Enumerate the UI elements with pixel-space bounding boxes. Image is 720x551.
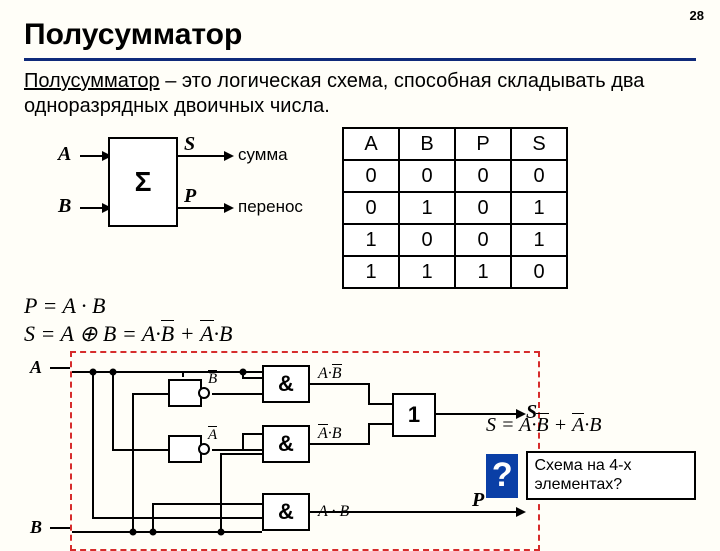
wire xyxy=(92,371,94,519)
formula-p: P = A · B xyxy=(24,293,696,319)
title: Полусумматор xyxy=(24,18,696,52)
carry-annotation: перенос xyxy=(238,197,303,217)
node-dot xyxy=(110,369,117,376)
wire xyxy=(50,367,70,369)
wire xyxy=(152,503,262,505)
th: B xyxy=(399,128,455,160)
wire xyxy=(368,383,370,405)
wire xyxy=(112,371,114,451)
wire xyxy=(50,527,70,529)
wire xyxy=(212,393,262,395)
wire xyxy=(72,371,262,373)
formulas: P = A · B S = A ⊕ B = A·B + A·B xyxy=(24,293,696,347)
wire xyxy=(242,433,244,451)
wire xyxy=(212,449,262,451)
th: P xyxy=(455,128,511,160)
circuit-input-a: A xyxy=(30,357,42,378)
wire xyxy=(182,371,184,377)
definition: Полусумматор – это логическая схема, спо… xyxy=(24,69,696,119)
wire xyxy=(310,443,370,445)
node-dot xyxy=(130,529,137,536)
and2-out-label: A·B xyxy=(318,425,342,443)
question-mark-icon: ? xyxy=(486,454,518,498)
arrow xyxy=(516,507,526,517)
wire xyxy=(242,433,262,435)
sigma-block-diagram: A B Σ S P сумма перенос xyxy=(24,127,324,247)
table-row: 0101 xyxy=(343,192,567,224)
definition-term: Полусумматор xyxy=(24,70,160,92)
inverter-b xyxy=(168,379,202,407)
arrow xyxy=(224,203,234,213)
inverter-a xyxy=(168,435,202,463)
th: A xyxy=(343,128,399,160)
sigma-input-b-label: B xyxy=(58,195,71,218)
node-dot xyxy=(150,529,157,536)
wire xyxy=(132,393,134,533)
sigma-output-s-label: S xyxy=(184,133,195,156)
and-gate-3: & xyxy=(262,493,310,531)
formula-s: S = A ⊕ B = A·B + A·B xyxy=(24,321,696,347)
wire xyxy=(368,423,370,445)
or-gate: 1 xyxy=(392,393,436,437)
question-box: ? Схема на 4-х элементах? xyxy=(486,451,696,500)
and-gate-1: & xyxy=(262,365,310,403)
wire xyxy=(368,423,392,425)
wire xyxy=(92,517,262,519)
sum-annotation: сумма xyxy=(238,145,288,165)
and-gate-2: & xyxy=(262,425,310,463)
table-row: 1110 xyxy=(343,256,567,288)
inverter-a-out-label: A xyxy=(208,427,217,444)
arrow xyxy=(224,151,234,161)
wire xyxy=(72,531,262,533)
wire xyxy=(310,511,516,513)
sigma-output-p-label: P xyxy=(184,185,196,208)
sigma-box: Σ xyxy=(108,137,178,227)
wire xyxy=(220,453,222,533)
wire xyxy=(368,403,392,405)
logic-circuit: B A & A·B & xyxy=(70,351,540,551)
truth-table: A B P S 0000 0101 1001 1110 xyxy=(342,127,568,289)
and1-out-label: A·B xyxy=(318,365,342,383)
inverter-b-out-label: B xyxy=(208,371,217,388)
wire xyxy=(112,449,168,451)
node-dot xyxy=(90,369,97,376)
node-dot xyxy=(218,529,225,536)
sigma-input-a-label: A xyxy=(58,143,71,166)
title-rule xyxy=(24,58,696,61)
th: S xyxy=(511,128,567,160)
table-header-row: A B P S xyxy=(343,128,567,160)
circuit-input-b: B xyxy=(30,517,42,538)
wire xyxy=(220,453,262,455)
page-number: 28 xyxy=(690,8,704,23)
wire xyxy=(242,377,262,379)
right-column: S = A·B + A·B ? Схема на 4-х элементах? xyxy=(486,414,696,500)
wire xyxy=(132,393,168,395)
s-formula-right: S = A·B + A·B xyxy=(486,414,696,437)
output-p-label: P xyxy=(472,489,484,512)
wire xyxy=(310,383,370,385)
question-text: Схема на 4-х элементах? xyxy=(526,451,696,500)
table-row: 1001 xyxy=(343,224,567,256)
table-row: 0000 xyxy=(343,160,567,192)
